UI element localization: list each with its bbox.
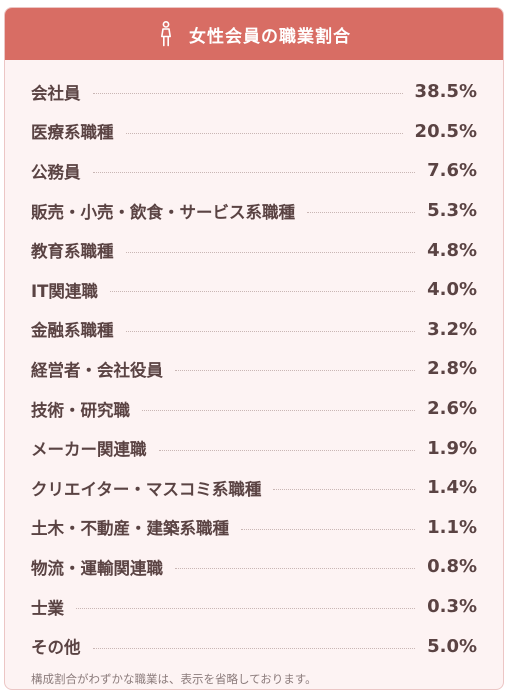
occupation-value: 2.6%	[427, 398, 477, 420]
occupation-row: IT関連職 4.0%	[31, 270, 477, 310]
occupation-value: 4.0%	[427, 279, 477, 301]
dotted-leader	[241, 528, 416, 530]
card-title: 女性会員の職業割合	[189, 26, 351, 47]
occupation-row: 販売・小売・飲食・サービス系職種 5.3%	[31, 191, 477, 231]
dotted-leader	[76, 608, 416, 610]
dotted-leader	[175, 370, 416, 372]
occupation-row: メーカー関連職 1.9%	[31, 428, 477, 468]
occupation-row: 医療系職種 20.5%	[31, 112, 477, 152]
dotted-leader	[92, 172, 416, 174]
occupation-row: 教育系職種 4.8%	[31, 230, 477, 270]
occupation-label: 会社員	[31, 83, 81, 103]
dotted-leader	[158, 449, 416, 451]
header-inner: 女性会員の職業割合	[157, 21, 351, 47]
occupation-label: 技術・研究職	[31, 400, 130, 420]
occupation-label: 教育系職種	[31, 242, 114, 262]
dotted-leader	[92, 93, 403, 95]
occupation-label: 医療系職種	[31, 123, 114, 143]
occupation-label: 経営者・会社役員	[31, 360, 163, 380]
occupation-label: 販売・小売・飲食・サービス系職種	[31, 202, 295, 222]
occupation-row: 経営者・会社役員 2.8%	[31, 349, 477, 389]
occupation-value: 5.0%	[427, 635, 477, 657]
dotted-leader	[175, 568, 416, 570]
occupation-row: その他 5.0%	[31, 626, 477, 666]
occupation-value: 0.3%	[427, 596, 477, 618]
dotted-leader	[125, 330, 416, 332]
dotted-leader	[109, 291, 416, 293]
occupation-label: クリエイター・マスコミ系職種	[31, 479, 262, 499]
occupation-ratio-card: 女性会員の職業割合 会社員 38.5% 医療系職種 20.5% 公務員 7.6%…	[4, 7, 504, 690]
occupation-value: 5.3%	[427, 200, 477, 222]
occupation-row: 士業 0.3%	[31, 587, 477, 627]
footnote: 構成割合がわずかな職業は、表示を省略しております。	[31, 672, 317, 686]
occupation-label: IT関連職	[31, 281, 98, 301]
occupation-row: 土木・不動産・建築系職種 1.1%	[31, 508, 477, 548]
occupation-list: 会社員 38.5% 医療系職種 20.5% 公務員 7.6% 販売・小売・飲食・…	[31, 72, 477, 666]
dotted-leader	[273, 489, 416, 491]
dotted-leader	[307, 212, 416, 214]
dotted-leader	[142, 410, 416, 412]
occupation-value: 20.5%	[414, 120, 477, 142]
occupation-row: 技術・研究職 2.6%	[31, 389, 477, 429]
occupation-row: 会社員 38.5%	[31, 72, 477, 112]
woman-icon	[161, 21, 171, 47]
occupation-row: 公務員 7.6%	[31, 151, 477, 191]
occupation-value: 1.9%	[427, 437, 477, 459]
occupation-label: 公務員	[31, 162, 81, 182]
occupation-label: 物流・運輸関連職	[31, 558, 163, 578]
occupation-value: 2.8%	[427, 358, 477, 380]
occupation-row: クリエイター・マスコミ系職種 1.4%	[31, 468, 477, 508]
occupation-row: 物流・運輸関連職 0.8%	[31, 547, 477, 587]
occupation-value: 0.8%	[427, 556, 477, 578]
occupation-label: メーカー関連職	[31, 440, 147, 460]
occupation-row: 金融系職種 3.2%	[31, 310, 477, 350]
occupation-label: その他	[31, 638, 81, 658]
occupation-value: 7.6%	[427, 160, 477, 182]
occupation-value: 3.2%	[427, 318, 477, 340]
occupation-value: 1.4%	[427, 477, 477, 499]
dotted-leader	[125, 251, 416, 253]
dotted-leader	[92, 647, 416, 649]
occupation-value: 1.1%	[427, 516, 477, 538]
occupation-value: 38.5%	[414, 81, 477, 103]
card-header: 女性会員の職業割合	[5, 8, 503, 60]
occupation-label: 土木・不動産・建築系職種	[31, 519, 229, 539]
dotted-leader	[125, 132, 403, 134]
occupation-label: 金融系職種	[31, 321, 114, 341]
occupation-value: 4.8%	[427, 239, 477, 261]
occupation-label: 士業	[31, 598, 64, 618]
